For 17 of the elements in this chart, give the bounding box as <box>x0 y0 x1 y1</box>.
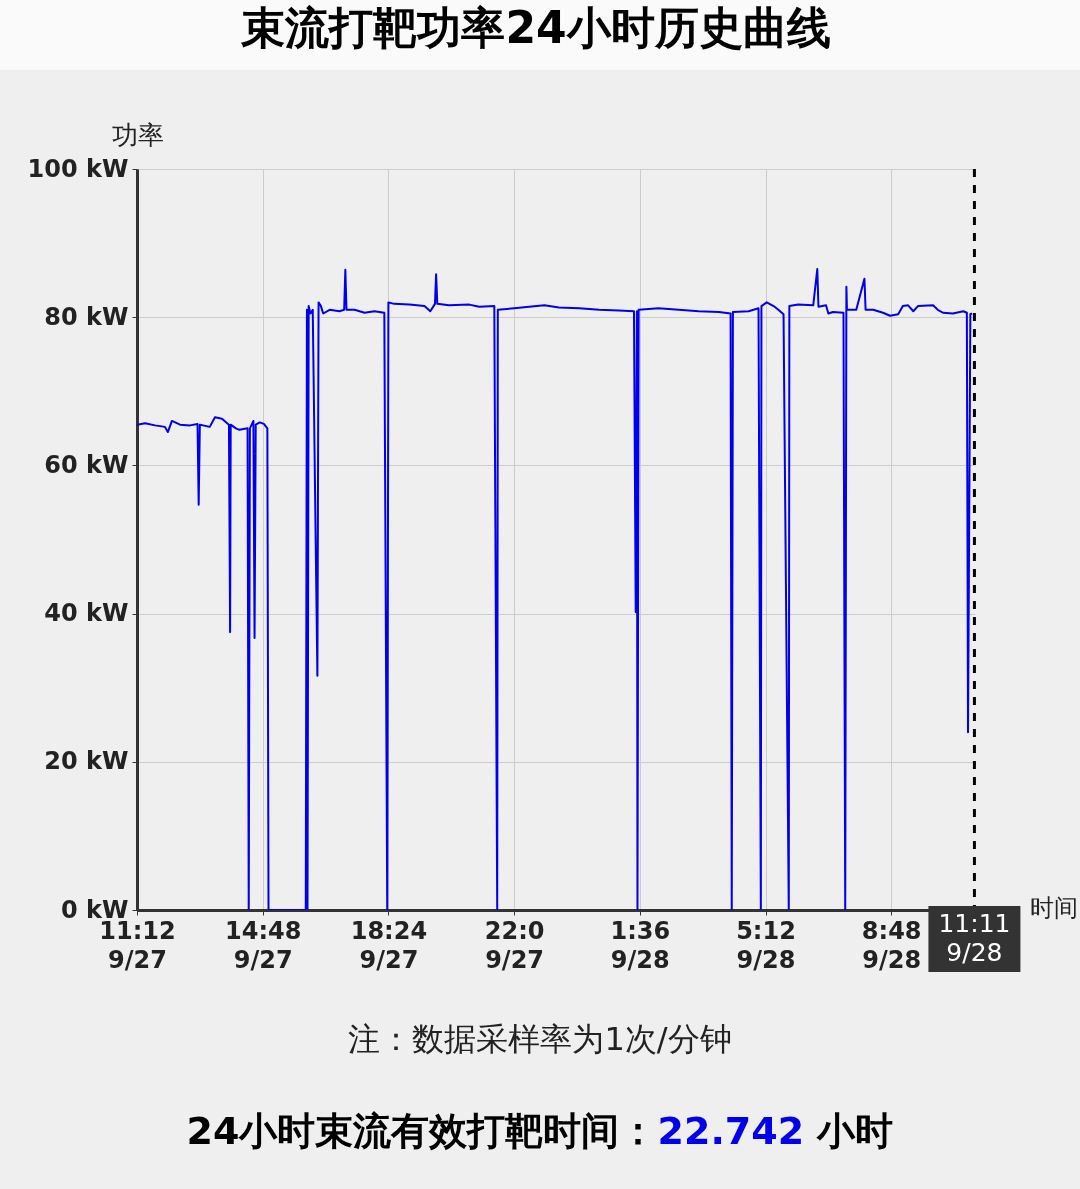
y-tick-label: 60 kW <box>44 450 129 479</box>
y-tick-label: 80 kW <box>44 302 129 331</box>
text: 24小时束流有效打靶时间：22.742 小时 <box>185 1108 895 1155</box>
y-tick-label: 40 kW <box>44 599 129 628</box>
x-axis-title: 时间 <box>1029 893 1078 922</box>
x-tick-label: 5:12 9/28 <box>736 916 796 974</box>
x-tick-label: 1:36 9/28 <box>610 916 671 974</box>
y-axis-title: 功率 <box>111 119 164 150</box>
x-tick-label: 14:48 9/27 <box>225 916 302 974</box>
text: 注：数据采样率为1次/分钟 <box>347 1019 733 1060</box>
chart-title: 束流打靶功率24小时历史曲线 <box>240 2 831 53</box>
y-tick-label: 100 kW <box>27 154 129 183</box>
x-tick-label: 22:0 9/27 <box>484 916 545 974</box>
ref-line-label: 11:11 9/28 <box>938 909 1011 967</box>
x-tick-label: 8:48 9/28 <box>861 916 922 974</box>
y-tick-label: 20 kW <box>44 747 129 776</box>
x-tick-label: 18:24 9/27 <box>350 916 428 974</box>
